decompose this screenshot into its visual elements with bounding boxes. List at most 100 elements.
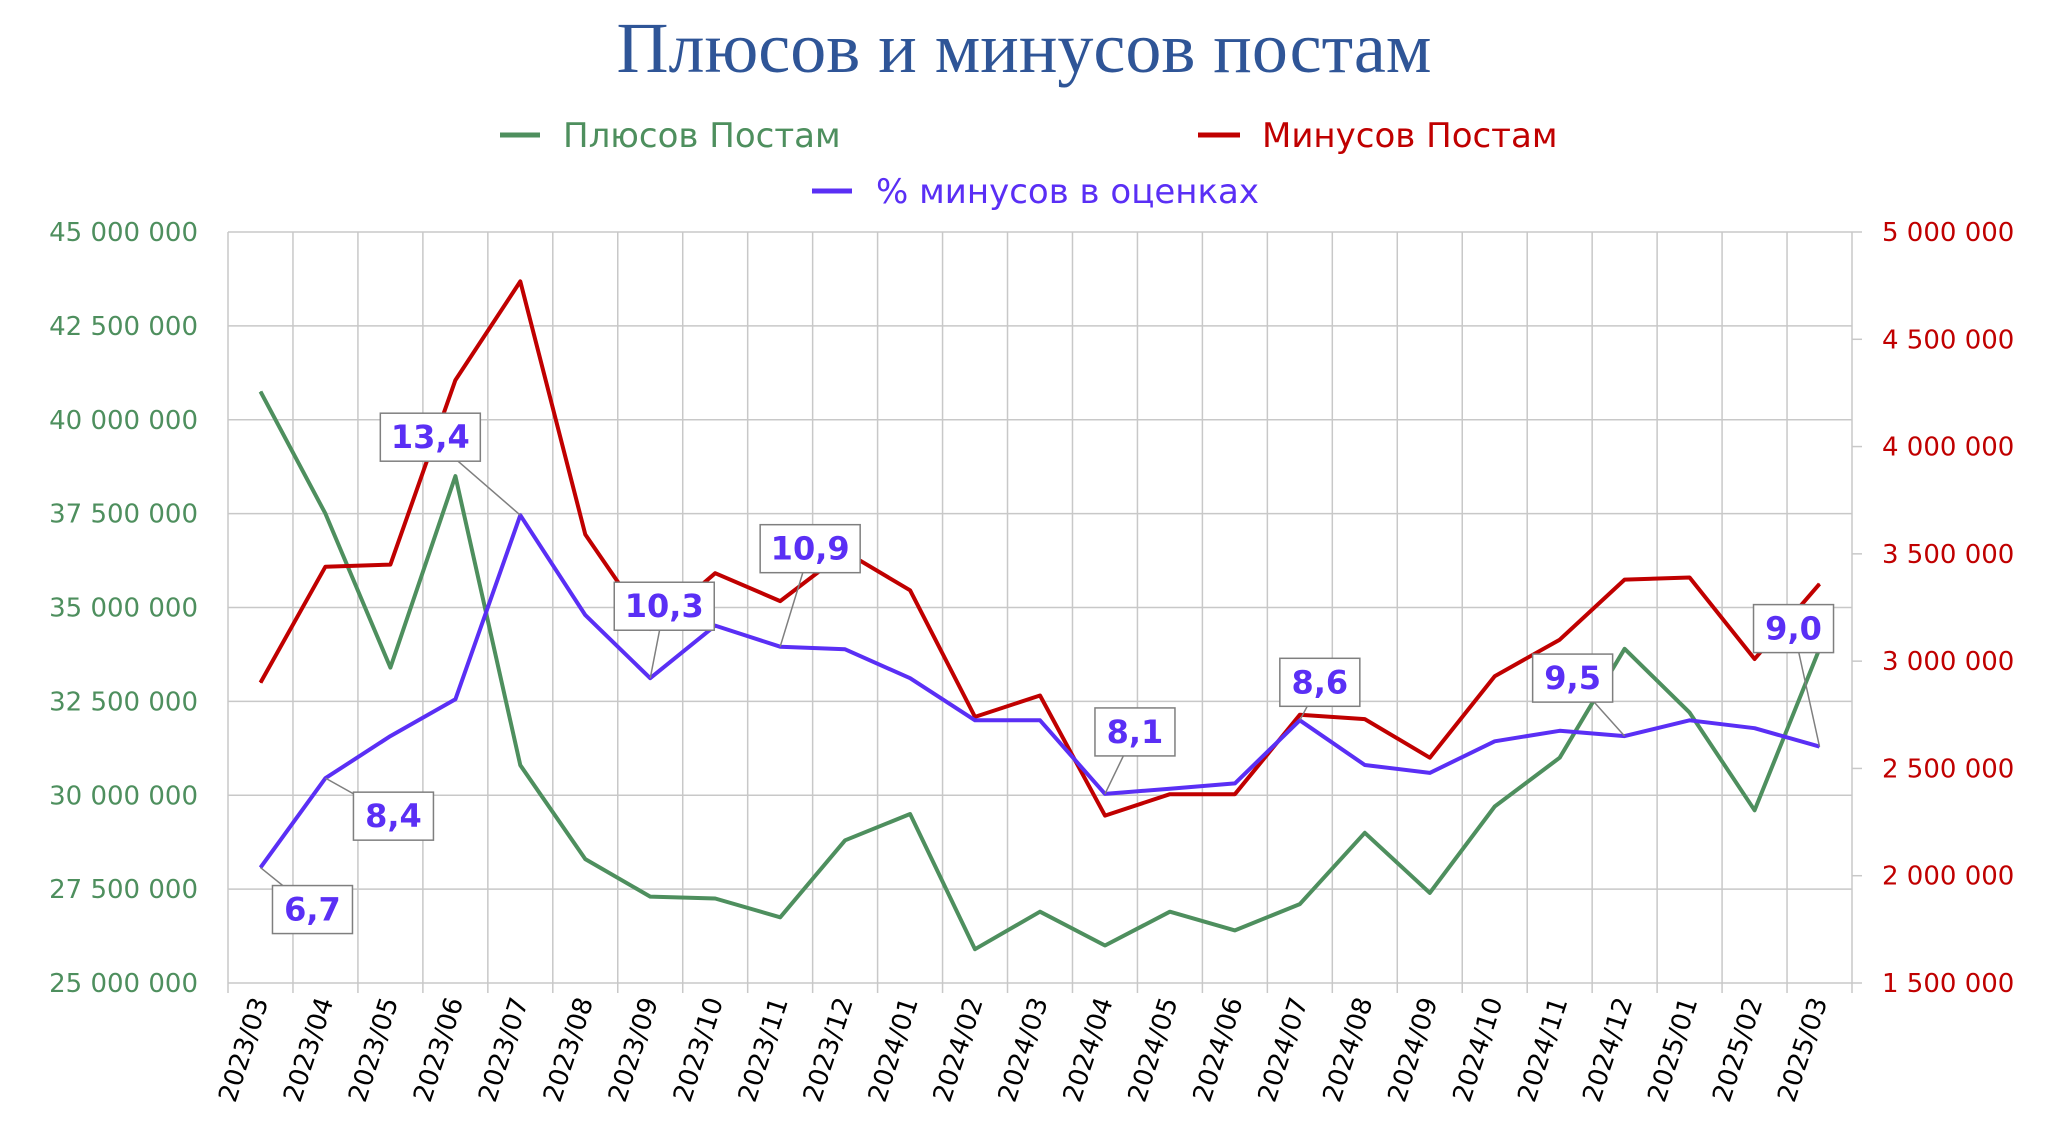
right-tick-label: 1 500 000 [1882,969,2014,999]
right-tick-label: 5 000 000 [1882,218,2014,248]
x-tick-label: 2023/08 [538,994,600,1106]
series-point-2 [1234,782,1236,784]
left-tick-label: 42 500 000 [49,312,198,342]
data-label-box [1752,603,1835,654]
left-tick-label: 45 000 000 [49,218,198,248]
series-point-2 [1039,719,1041,721]
x-tick-label: 2025/01 [1642,994,1704,1106]
series-point-0 [1299,903,1301,905]
series-point-2 [389,735,391,737]
data-labels: 6,7 8,4 13,4 10,3 10,9 8,1 8,6 9,5 9,0 [260,412,1835,935]
left-tick-label: 27 500 000 [49,875,198,905]
left-tick-label: 25 000 000 [49,969,198,999]
gridlines [227,231,1853,993]
data-label-box [1531,653,1614,703]
right-tick-label: 4 500 000 [1882,325,2014,355]
series-point-2 [454,698,456,700]
series-point-2 [974,719,976,721]
legend-label-pct: % минусов в оценках [876,172,1259,212]
left-tick-label: 40 000 000 [49,406,198,436]
series-point-0 [649,896,651,898]
x-tick-label: 2024/03 [993,994,1055,1106]
data-label: 6,7 [284,891,341,929]
series-point-1 [1559,639,1561,641]
data-label: 9,0 [1765,610,1822,648]
right-tick-label: 2 500 000 [1882,754,2014,784]
series-point-1 [584,534,586,536]
x-tick-label: 2024/04 [1058,994,1120,1106]
series-point-1 [1039,694,1041,696]
series-point-1 [1494,675,1496,677]
series-point-1 [714,572,716,574]
series-point-1 [779,600,781,602]
x-tick-label: 2024/08 [1318,994,1380,1106]
series-point-0 [1559,757,1561,759]
series-point-2 [1169,788,1171,790]
series-point-2 [1559,730,1561,732]
series-point-0 [1169,911,1171,913]
series-point-1 [259,682,261,684]
left-axis: 25 000 000 27 500 000 30 000 000 32 500 000… [49,218,198,999]
series-point-2 [1494,740,1496,742]
x-tick-label: 2023/03 [213,994,275,1106]
x-tick-label: 2024/02 [928,994,990,1106]
series-point-0 [1039,911,1041,913]
series-point-0 [1754,809,1756,811]
x-tick-label: 2023/07 [473,994,535,1106]
series-point-0 [454,475,456,477]
x-tick-label: 2024/11 [1512,994,1574,1106]
x-tick-label: 2024/10 [1447,994,1509,1106]
data-label: 8,1 [1107,713,1164,751]
x-tick-label: 2025/02 [1707,994,1769,1106]
data-label: 8,6 [1291,663,1348,701]
series-point-1 [519,280,521,282]
series-point-0 [1624,648,1626,650]
x-tick-label: 2023/06 [408,994,470,1106]
data-label-box [379,412,482,462]
series-point-1 [909,589,911,591]
right-tick-label: 3 000 000 [1882,647,2014,677]
series-point-0 [259,391,261,393]
x-tick-label: 2023/10 [668,994,730,1106]
x-axis: 2023/03 2023/04 2023/05 2023/06 2023/07 2023/… [213,994,1834,1106]
data-label: 8,4 [365,797,422,835]
series-point-0 [519,764,521,766]
right-tick-label: 3 500 000 [1882,540,2014,570]
data-label-box [352,791,435,841]
data-label-box [613,581,715,631]
series-line-1 [258,279,1822,818]
series-point-1 [974,716,976,718]
legend-label-plus: Плюсов Постам [563,116,841,156]
x-tick-label: 2024/06 [1188,994,1250,1106]
x-tick-label: 2023/05 [343,994,405,1106]
series-point-1 [1819,583,1821,585]
series-point-2 [1429,772,1431,774]
series-point-1 [324,566,326,568]
series-point-2 [1689,719,1691,721]
data-label: 10,3 [625,587,704,625]
series-point-0 [1364,832,1366,834]
series-point-2 [1364,764,1366,766]
series-point-1 [1299,714,1301,716]
series-point-1 [1754,658,1756,660]
series-point-1 [1364,718,1366,720]
right-tick-label: 2 000 000 [1882,862,2014,892]
x-tick-label: 2023/12 [798,994,860,1106]
data-label: 9,5 [1544,659,1601,697]
data-label-box [1094,707,1176,757]
series-point-0 [1689,712,1691,714]
series-point-2 [584,614,586,616]
x-tick-label: 2024/12 [1577,994,1639,1106]
series-point-1 [1234,793,1236,795]
series-point-1 [1104,815,1106,817]
data-label-box [1279,657,1361,708]
series-point-0 [1429,892,1431,894]
x-tick-label: 2025/03 [1772,994,1834,1106]
x-tick-label: 2024/09 [1383,994,1445,1106]
series-point-0 [909,813,911,815]
series-point-0 [324,513,326,515]
series-point-1 [1689,576,1691,578]
legend-label-minus: Минусов Постам [1262,116,1557,156]
series-point-0 [779,916,781,918]
left-tick-label: 37 500 000 [49,500,198,530]
